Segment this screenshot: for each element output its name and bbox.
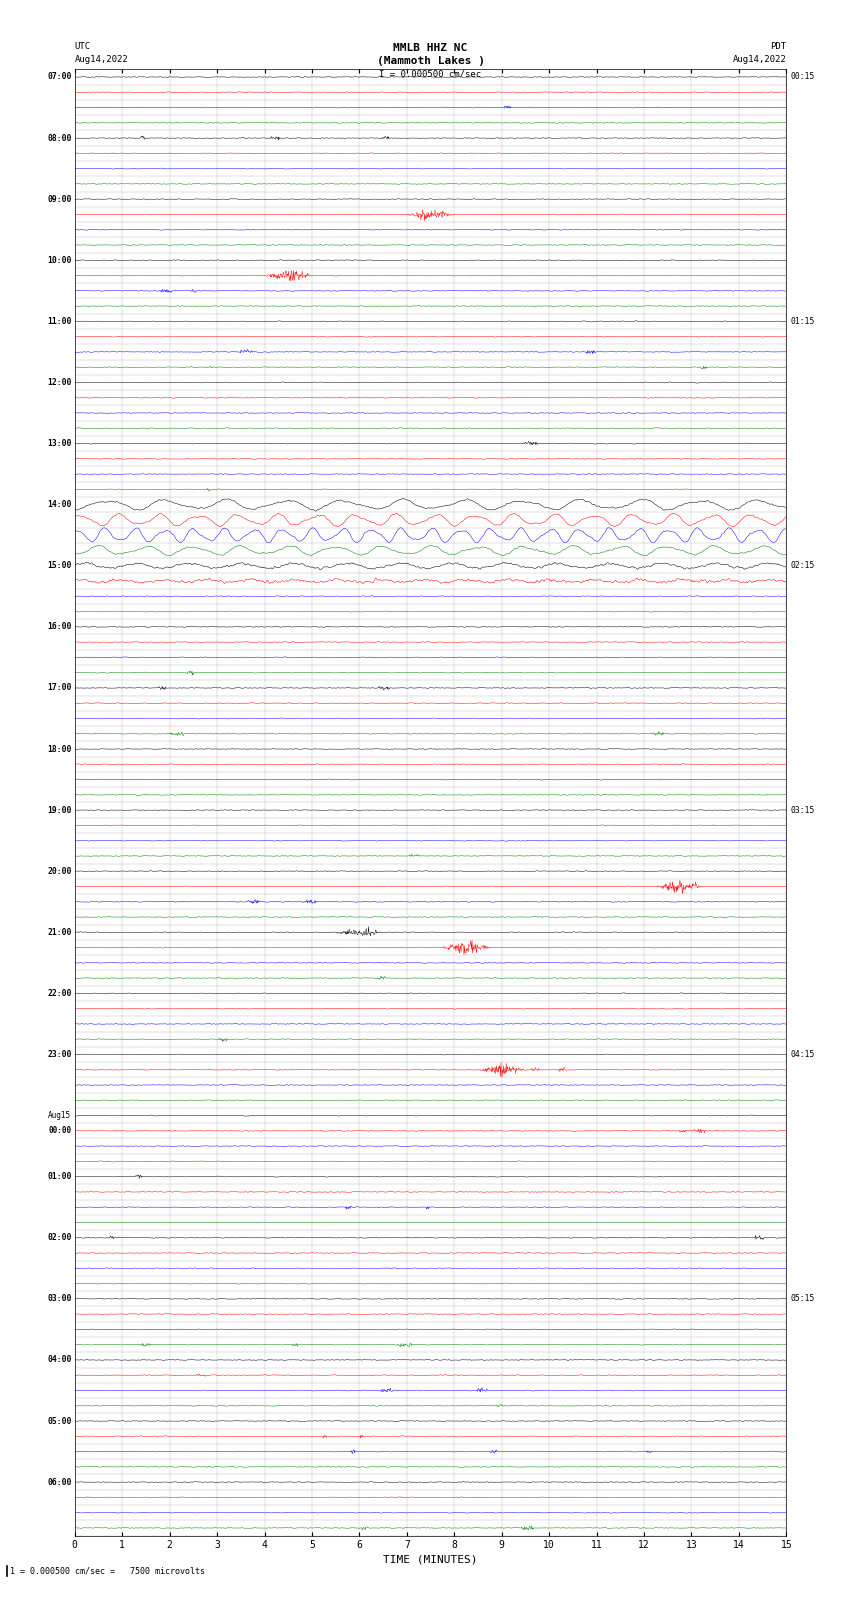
Text: 05:00: 05:00 [47,1416,71,1426]
Text: (Mammoth Lakes ): (Mammoth Lakes ) [377,56,484,66]
Text: 05:15: 05:15 [790,1294,815,1303]
Text: 02:15: 02:15 [790,561,815,571]
Text: 00:15: 00:15 [790,73,815,82]
Text: 01:00: 01:00 [47,1173,71,1181]
Text: 09:00: 09:00 [47,195,71,203]
Text: 03:15: 03:15 [790,805,815,815]
Text: 21:00: 21:00 [47,927,71,937]
Text: 07:00: 07:00 [47,73,71,82]
Text: 00:00: 00:00 [48,1126,71,1136]
Text: 08:00: 08:00 [47,134,71,142]
Text: 03:00: 03:00 [47,1294,71,1303]
Text: 13:00: 13:00 [47,439,71,448]
X-axis label: TIME (MINUTES): TIME (MINUTES) [383,1555,478,1565]
Text: 15:00: 15:00 [47,561,71,571]
Text: I = 0.000500 cm/sec: I = 0.000500 cm/sec [379,69,482,79]
Text: PDT: PDT [770,42,786,52]
Text: 06:00: 06:00 [47,1478,71,1487]
Text: 02:00: 02:00 [47,1234,71,1242]
Text: 1 = 0.000500 cm/sec =   7500 microvolts: 1 = 0.000500 cm/sec = 7500 microvolts [10,1566,205,1576]
Text: UTC: UTC [75,42,91,52]
Text: 18:00: 18:00 [47,745,71,753]
Text: 04:15: 04:15 [790,1050,815,1060]
Text: 14:00: 14:00 [47,500,71,510]
Text: 22:00: 22:00 [47,989,71,998]
Text: 11:00: 11:00 [47,316,71,326]
Text: 16:00: 16:00 [47,623,71,631]
Text: Aug15: Aug15 [48,1111,71,1119]
Text: 23:00: 23:00 [47,1050,71,1060]
Text: 10:00: 10:00 [47,256,71,265]
Text: 12:00: 12:00 [47,377,71,387]
Text: 04:00: 04:00 [47,1355,71,1365]
Text: 01:15: 01:15 [790,316,815,326]
Text: Aug14,2022: Aug14,2022 [75,55,128,65]
Text: 19:00: 19:00 [47,805,71,815]
Text: 20:00: 20:00 [47,866,71,876]
Text: MMLB HHZ NC: MMLB HHZ NC [394,44,468,53]
Text: 17:00: 17:00 [47,684,71,692]
Text: Aug14,2022: Aug14,2022 [733,55,786,65]
